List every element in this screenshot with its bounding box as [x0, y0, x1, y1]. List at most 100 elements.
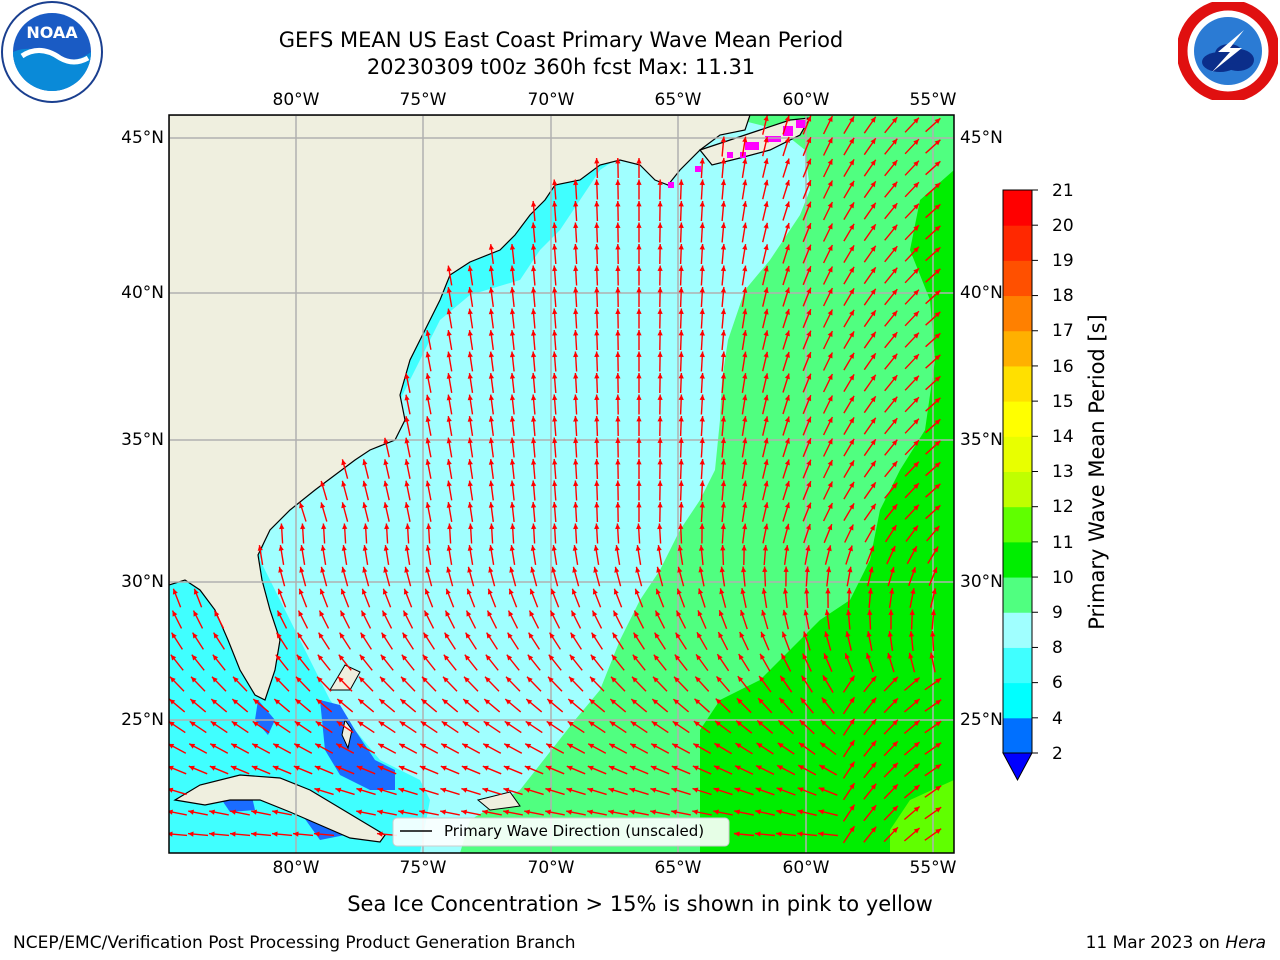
wave-arrow-head: [742, 308, 748, 315]
wave-arrow-head: [827, 352, 833, 359]
wave-arrow-head: [279, 523, 285, 530]
wave-arrow-head: [930, 631, 936, 637]
wave-arrow-head: [594, 459, 600, 465]
wave-arrow-head: [913, 418, 919, 425]
wave-arrow-head: [870, 417, 876, 424]
wave-arrow-head: [720, 416, 726, 422]
wave-arrow-head: [425, 566, 431, 573]
wave-arrow-head: [826, 566, 832, 573]
wave-arrow-head: [482, 765, 489, 771]
wave-arrow-head: [827, 374, 833, 380]
colorbar-swatch: [1003, 577, 1032, 613]
wave-arrow-head: [784, 115, 790, 122]
wave-arrow-head: [615, 179, 621, 185]
wave-arrow-head: [720, 179, 726, 186]
wave-arrow-head: [404, 437, 410, 444]
wave-arrow-head: [209, 809, 215, 815]
wave-arrow-head: [594, 265, 600, 271]
wave-arrow-head: [870, 805, 877, 811]
wave-arrow-head: [508, 610, 514, 617]
wave-arrow-head: [509, 351, 516, 358]
wave-arrow-head: [806, 352, 812, 359]
wave-arrow-head: [931, 588, 937, 595]
wave-arrow-head: [734, 787, 741, 793]
wave-arrow-head: [827, 438, 833, 445]
wave-arrow-head: [362, 566, 368, 573]
wave-arrow-head: [593, 566, 599, 573]
wave-arrow-head: [425, 416, 431, 422]
wave-arrow-head: [573, 222, 579, 229]
wave-arrow-head: [757, 720, 764, 726]
wave-arrow-head: [758, 698, 764, 704]
wave-arrow-head: [827, 417, 833, 423]
wave-arrow-head: [806, 502, 812, 509]
wave-arrow-head: [934, 333, 941, 339]
wave-arrow-head: [742, 201, 748, 207]
wave-arrow-head: [699, 179, 705, 186]
wave-arrow-head: [566, 787, 573, 793]
wave-arrow-head: [636, 222, 642, 228]
wave-arrow-head: [425, 394, 431, 401]
wave-arrow-head: [488, 308, 494, 315]
wave-arrow-head: [445, 610, 451, 617]
lat-tick-right-40: 40°N: [960, 283, 1003, 303]
wave-arrow-head: [594, 373, 600, 379]
wave-arrow-head: [505, 699, 512, 705]
lat-tick-right-45: 45°N: [960, 128, 1003, 148]
wave-arrow-head: [720, 158, 726, 164]
wave-arrow-head: [636, 437, 642, 443]
wave-arrow-head: [590, 676, 596, 683]
wave-arrow-head: [699, 351, 705, 358]
wave-arrow-head: [934, 311, 941, 318]
wave-arrow-head: [468, 523, 474, 530]
wave-arrow-head: [398, 765, 405, 771]
wave-arrow-head: [320, 502, 326, 509]
wave-arrow-head: [742, 416, 748, 422]
wave-arrow-head: [593, 545, 599, 551]
noaa-logo-text: NOAA: [26, 23, 78, 42]
wave-arrow-head: [419, 787, 426, 793]
land-bahamas-1: [329, 664, 361, 691]
wave-arrow-head: [776, 809, 783, 815]
wave-arrow-head: [934, 225, 941, 232]
wave-arrow-head: [736, 720, 742, 727]
wave-arrow-head: [913, 182, 919, 188]
wave-arrow-head: [615, 351, 621, 357]
footer-date: 11 Mar 2023 on: [1085, 933, 1226, 953]
wave-arrow-head: [822, 675, 828, 682]
wave-arrow-head: [488, 416, 494, 422]
wave-arrow-head: [378, 743, 385, 749]
wave-arrow-head: [849, 288, 855, 295]
wave-arrow-head: [934, 525, 940, 532]
wave-arrow-head: [609, 743, 616, 749]
wave-arrow-head: [446, 480, 452, 487]
map-subtitle: 20230309 t00z 360h fcst Max: 11.31: [366, 55, 756, 79]
wave-arrow-head: [188, 765, 195, 771]
lon-tick-bottom-80: 80°W: [272, 858, 320, 878]
wave-arrow-head: [340, 588, 346, 595]
wave-arrow-head: [341, 459, 347, 466]
wave-arrow-head: [489, 523, 495, 530]
wave-arrow-head: [447, 523, 453, 530]
wave-arrow-head: [293, 765, 300, 771]
wave-arrow-head: [806, 330, 812, 337]
wave-arrow-head: [361, 610, 367, 617]
wave-arrow-head: [573, 480, 579, 487]
wave-arrow-head: [636, 179, 642, 185]
wave-arrow-head: [573, 502, 579, 508]
wave-arrow-head: [678, 373, 684, 379]
wave-arrow-head: [678, 222, 684, 228]
wave-arrow-head: [657, 502, 663, 508]
wave-arrow-head: [531, 330, 537, 336]
wave-arrow-head: [713, 765, 720, 771]
wave-arrow-head: [488, 566, 494, 573]
wave-arrow-head: [594, 502, 600, 508]
wave-arrow-head: [740, 610, 745, 616]
wave-arrow-head: [699, 416, 705, 422]
colorbar-level: 18: [1052, 286, 1074, 306]
wave-arrow-head: [629, 787, 636, 793]
wave-arrow-head: [636, 287, 642, 293]
wave-arrow-head: [356, 765, 363, 771]
wave-arrow-head: [278, 545, 284, 551]
wave-arrow-head: [552, 308, 558, 315]
